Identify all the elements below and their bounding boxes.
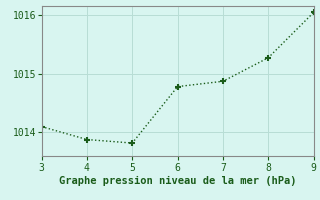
X-axis label: Graphe pression niveau de la mer (hPa): Graphe pression niveau de la mer (hPa) [59, 176, 296, 186]
